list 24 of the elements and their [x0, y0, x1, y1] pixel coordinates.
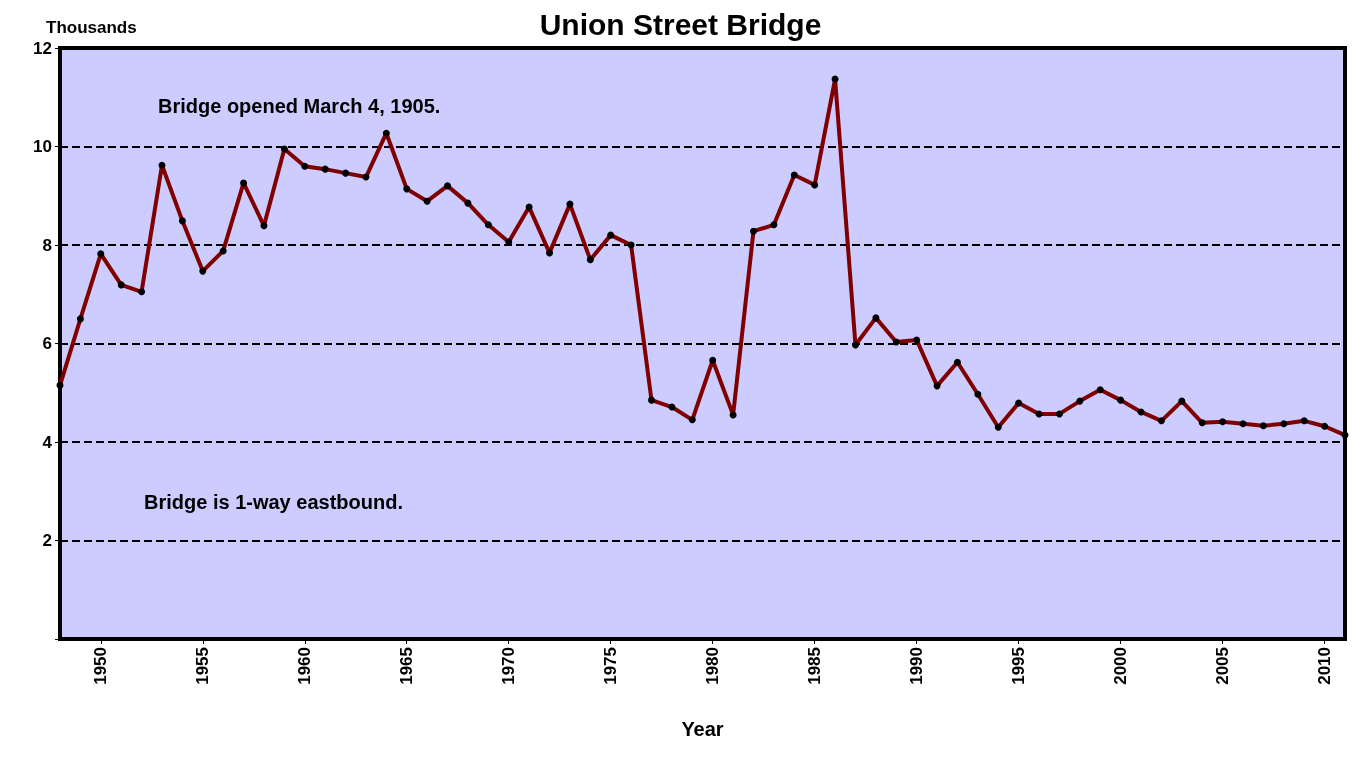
x-axis-title: Year — [681, 718, 724, 740]
chart-title: Union Street Bridge — [539, 7, 822, 41]
x-tick-label: 1975 — [601, 647, 621, 685]
x-tick-label: 1985 — [805, 647, 825, 685]
y-tick-label: 8 — [42, 235, 52, 255]
x-tick-label: 1950 — [91, 647, 111, 685]
x-tick-label: 1990 — [907, 647, 927, 685]
y-tick-label: 12 — [33, 38, 52, 58]
x-tick-label: 1970 — [499, 647, 519, 685]
annotation: Bridge opened March 4, 1905. — [158, 95, 441, 117]
y-tick-label: 4 — [42, 432, 53, 452]
x-tick-label: 2005 — [1213, 647, 1233, 685]
x-tick-label: 1965 — [397, 647, 417, 685]
x-tick-label: 2010 — [1315, 647, 1335, 685]
x-tick-label: 1995 — [1009, 647, 1029, 685]
annotation: Bridge is 1-way eastbound. — [144, 491, 403, 513]
x-tick-label: 1955 — [193, 647, 213, 685]
x-tick-label: 1960 — [295, 647, 315, 685]
x-tick-label: 2000 — [1111, 647, 1131, 685]
y-tick-label: 6 — [42, 334, 52, 353]
y-tick-label: 10 — [33, 137, 52, 156]
x-tick-label: 1980 — [703, 647, 723, 685]
y-axis-title: Thousands — [46, 18, 137, 37]
y-tick-label: 2 — [42, 531, 52, 550]
